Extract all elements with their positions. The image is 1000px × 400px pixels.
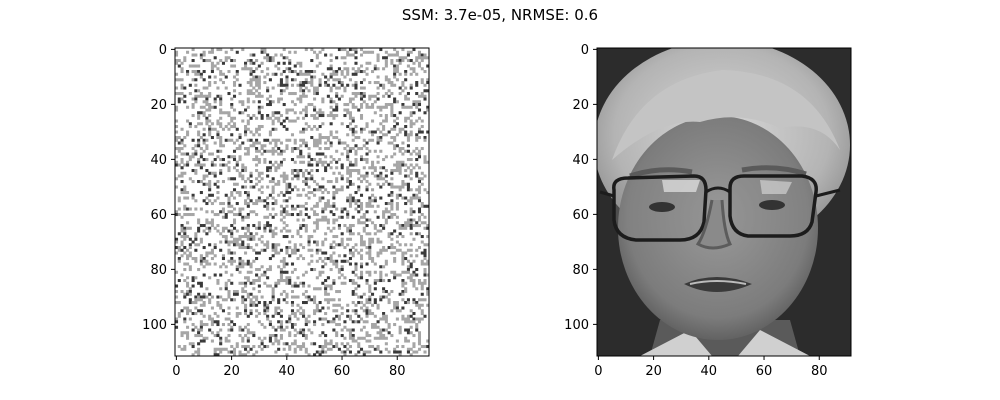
noise-y-tick-label: 60 bbox=[150, 208, 167, 223]
noise-image-frame bbox=[174, 47, 430, 357]
face-x-tick-label: 40 bbox=[701, 364, 718, 379]
face-y-tick-label: 40 bbox=[572, 153, 589, 168]
face-x-tick-label: 20 bbox=[645, 364, 662, 379]
noise-x-tick-label: 80 bbox=[389, 364, 406, 379]
face-x-tick-label: 0 bbox=[594, 364, 602, 379]
face-image-panel: 0 20 40 60 80 0 20 40 60 80 100 bbox=[564, 43, 852, 379]
noise-image-panel: 0 20 40 60 80 0 20 40 60 80 100 bbox=[142, 43, 430, 379]
noise-x-tick-label: 60 bbox=[334, 364, 351, 379]
face-y-tick-label: 100 bbox=[564, 318, 589, 333]
face-y-axis: 0 20 40 60 80 100 bbox=[564, 43, 597, 333]
noise-x-tick-label: 40 bbox=[279, 364, 296, 379]
noise-y-tick-label: 0 bbox=[159, 43, 167, 58]
noise-x-axis: 0 20 40 60 80 bbox=[172, 356, 406, 379]
face-y-tick-label: 0 bbox=[581, 43, 589, 58]
noise-x-tick-label: 0 bbox=[172, 364, 180, 379]
noise-x-tick-label: 20 bbox=[223, 364, 240, 379]
face-y-tick-label: 20 bbox=[572, 98, 589, 113]
face-x-tick-label: 60 bbox=[756, 364, 773, 379]
noise-image bbox=[175, 48, 429, 356]
noise-y-axis: 0 20 40 60 80 100 bbox=[142, 43, 175, 333]
noise-y-tick-label: 40 bbox=[150, 153, 167, 168]
face-y-tick-label: 80 bbox=[572, 263, 589, 278]
noise-y-tick-label: 80 bbox=[150, 263, 167, 278]
face-image-frame bbox=[596, 47, 852, 357]
face-x-tick-label: 80 bbox=[811, 364, 828, 379]
face-y-tick-label: 60 bbox=[572, 208, 589, 223]
figure-suptitle: SSM: 3.7e-05, NRMSE: 0.6 bbox=[402, 6, 598, 24]
noise-y-tick-label: 100 bbox=[142, 318, 167, 333]
face-image bbox=[597, 48, 851, 356]
noise-y-tick-label: 20 bbox=[150, 98, 167, 113]
face-x-axis: 0 20 40 60 80 bbox=[594, 356, 828, 379]
